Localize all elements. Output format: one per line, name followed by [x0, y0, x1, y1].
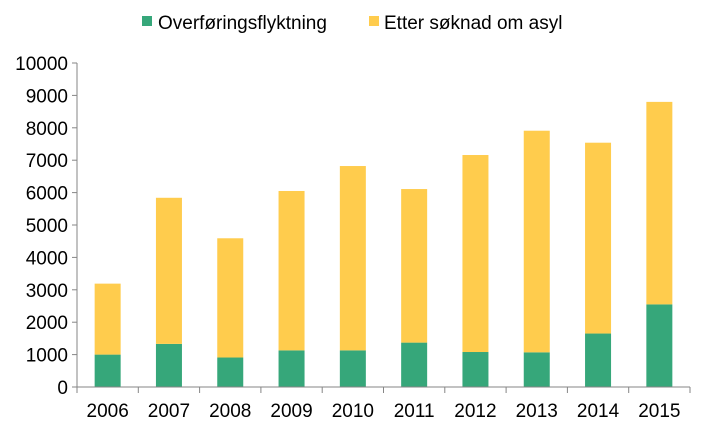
x-tick-label: 2008 — [209, 401, 251, 422]
bar-2014-series-1 — [585, 142, 612, 334]
bar-2012-series-1 — [462, 155, 489, 353]
y-tick-label: 8000 — [26, 119, 68, 140]
bar-2011-series-0 — [401, 342, 428, 387]
legend-swatch-series-1 — [369, 16, 379, 26]
bar-2009-series-1 — [278, 190, 305, 351]
x-tick-label: 2010 — [332, 401, 374, 422]
y-tick-label: 9000 — [26, 86, 68, 107]
bar-2010-series-0 — [339, 350, 366, 387]
x-tick-label: 2014 — [577, 401, 620, 422]
bar-2006-series-0 — [94, 354, 121, 387]
bar-2007-series-0 — [155, 343, 182, 387]
bar-2013-series-1 — [523, 130, 550, 353]
bar-2015-series-0 — [646, 304, 673, 387]
legend: Overføringsflyktning Etter søknad om asy… — [142, 13, 562, 34]
bar-2010-series-1 — [339, 166, 366, 351]
bar-2007-series-1 — [155, 197, 182, 344]
x-axis: 2006 2007 2008 2009 2010 2011 2012 2013 2014 2015 — [76, 386, 691, 422]
x-tick-label: 2015 — [638, 401, 680, 422]
y-tick-label: 1000 — [26, 346, 68, 367]
bar-2013-series-0 — [523, 352, 550, 387]
y-axis: 0 1000 2000 3000 4000 5000 6000 7000 8000 9000 100… — [15, 54, 78, 399]
bar-2014-series-0 — [585, 333, 612, 387]
bar-2009-series-0 — [278, 350, 305, 387]
y-tick-label: 2000 — [26, 313, 68, 334]
y-tick-label: 10000 — [15, 54, 68, 75]
x-tick-label: 2007 — [148, 401, 190, 422]
bar-2008-series-0 — [217, 357, 244, 387]
bars-group — [94, 101, 673, 387]
bar-2008-series-1 — [217, 238, 244, 358]
bar-2015-series-1 — [646, 101, 673, 305]
legend-label-series-0: Overføringsflyktning — [158, 13, 327, 34]
x-tick-label: 2009 — [270, 401, 312, 422]
bar-2006-series-1 — [94, 283, 121, 355]
y-tick-label: 7000 — [26, 151, 68, 172]
y-tick-label: 5000 — [26, 216, 68, 237]
y-tick-label: 0 — [57, 378, 68, 399]
y-tick-label: 6000 — [26, 184, 68, 205]
y-tick-label: 3000 — [26, 281, 68, 302]
legend-swatch-series-0 — [142, 16, 152, 26]
x-tick-label: 2006 — [87, 401, 129, 422]
x-tick-label: 2011 — [394, 401, 435, 422]
bar-2011-series-1 — [401, 189, 428, 343]
x-tick-label: 2013 — [516, 401, 558, 422]
x-tick-label: 2012 — [454, 401, 496, 422]
legend-label-series-1: Etter søknad om asyl — [384, 13, 562, 34]
bar-2012-series-0 — [462, 352, 489, 387]
y-tick-label: 4000 — [26, 248, 68, 269]
